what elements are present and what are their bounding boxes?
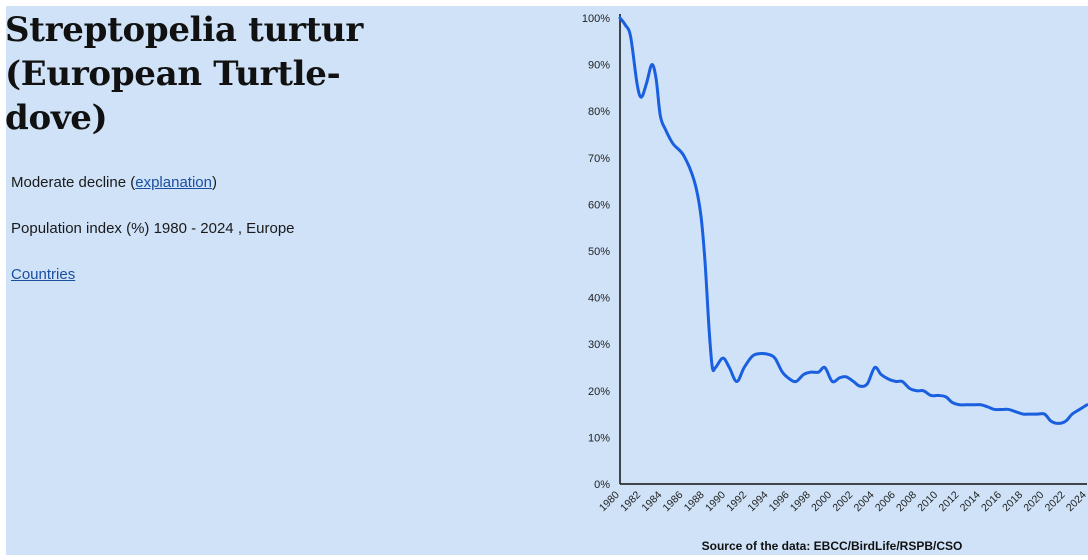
page-title: Streptopelia turtur (European Turtle-dov… [5, 10, 364, 138]
x-tick-label: 2018 [1000, 489, 1025, 514]
x-tick-label: 2020 [1021, 489, 1046, 514]
x-axis: 1980198219841986198819901992199419961998… [597, 483, 1088, 514]
x-tick-label: 1998 [788, 489, 813, 514]
series-group [618, 16, 1088, 425]
x-tick-label: 1992 [724, 489, 749, 514]
x-tick-label: 2006 [873, 489, 898, 514]
x-tick-label: 2016 [979, 489, 1004, 514]
countries-text: Countries [11, 266, 75, 284]
y-tick-label: 40% [588, 293, 610, 305]
y-tick-label: 70% [588, 153, 610, 165]
y-tick-label: 80% [588, 106, 610, 118]
y-tick-label: 50% [588, 246, 610, 258]
x-tick-label: 2002 [830, 489, 855, 514]
x-tick-label: 1984 [639, 489, 664, 514]
trend-text: Moderate decline (explanation) [11, 174, 217, 192]
y-tick-label: 30% [588, 339, 610, 351]
y-tick-label: 10% [588, 432, 610, 444]
trend-label: Moderate decline [11, 174, 127, 191]
data-source: Source of the data: EBCC/BirdLife/RSPB/C… [702, 539, 963, 553]
x-tick-label: 1988 [682, 489, 707, 514]
x-tick-label: 2022 [1043, 489, 1068, 514]
y-tick-label: 90% [588, 60, 610, 72]
species-info: Streptopelia turtur (European Turtle-dov… [5, 8, 425, 140]
y-axis: 0% 10% 20% 30% 40% 50% 60% 70% 80% 90% 100% [582, 13, 621, 491]
y-tick-label: 100% [582, 13, 610, 25]
x-tick-label: 2014 [958, 489, 983, 514]
close-paren: ) [211, 174, 217, 191]
content-panel [6, 6, 1088, 555]
y-tick-label: 60% [588, 199, 610, 211]
y-tick-label: 20% [588, 386, 610, 398]
explanation-link[interactable]: explanation [135, 174, 212, 191]
x-tick-label: 2010 [915, 489, 940, 514]
x-tick-label: 1996 [767, 489, 792, 514]
countries-link[interactable]: Countries [11, 266, 76, 283]
x-tick-label: 1994 [745, 489, 770, 514]
y-tick-label: 0% [594, 479, 610, 491]
population-subtitle: Population index (%) 1980 - 2024 , Europ… [11, 220, 295, 237]
open-paren: ( [130, 174, 136, 191]
x-tick-label: 1980 [597, 489, 622, 514]
x-tick-label: 2008 [894, 489, 919, 514]
x-tick-label: 1990 [703, 489, 728, 514]
x-tick-label: 2024 [1064, 489, 1088, 514]
x-tick-label: 1986 [661, 489, 686, 514]
x-tick-label: 2000 [809, 489, 834, 514]
population-index-line [618, 16, 1088, 425]
x-tick-label: 2004 [852, 489, 877, 514]
x-tick-label: 1982 [618, 489, 643, 514]
x-tick-label: 2012 [937, 489, 962, 514]
